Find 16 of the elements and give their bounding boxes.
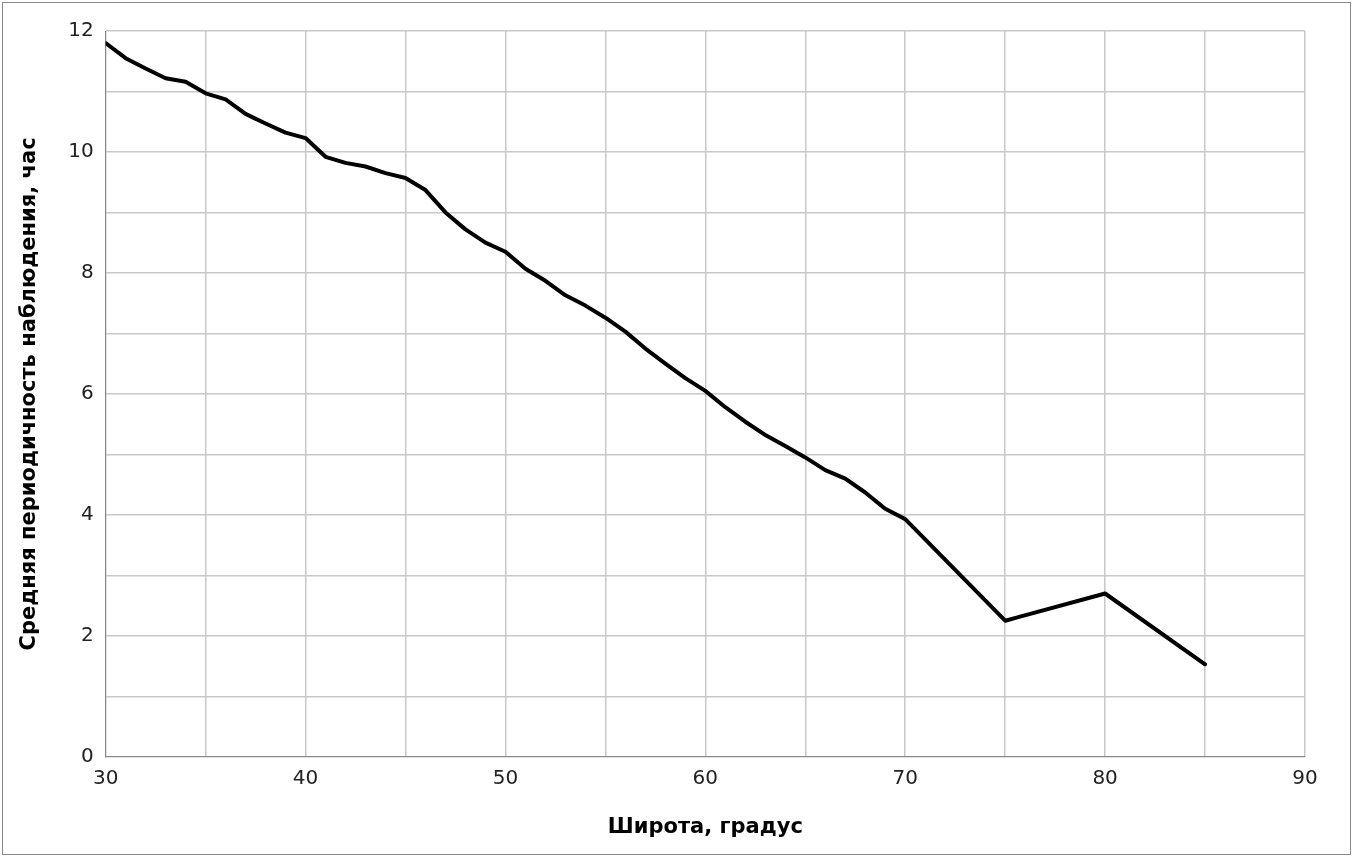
y-axis-title: Средняя периодичность наблюдения, час (16, 137, 41, 651)
y-tick-label: 2 (80, 622, 94, 647)
x-tick-label: 90 (1292, 765, 1318, 789)
x-axis-title: Широта, градус (607, 813, 803, 838)
y-tick-label: 8 (80, 259, 94, 284)
y-tick-label: 10 (68, 138, 94, 163)
y-tick-label: 0 (80, 743, 94, 767)
x-tick-label: 40 (292, 765, 319, 789)
y-tick-label: 6 (80, 380, 94, 405)
x-tick-label: 80 (1092, 765, 1118, 789)
y-tick-label: 12 (68, 17, 94, 42)
x-tick-label: 60 (692, 765, 719, 789)
x-tick-label: 30 (92, 765, 119, 789)
y-tick-label: 4 (80, 501, 94, 526)
x-tick-label: 70 (892, 765, 918, 789)
x-tick-label: 50 (492, 765, 519, 789)
